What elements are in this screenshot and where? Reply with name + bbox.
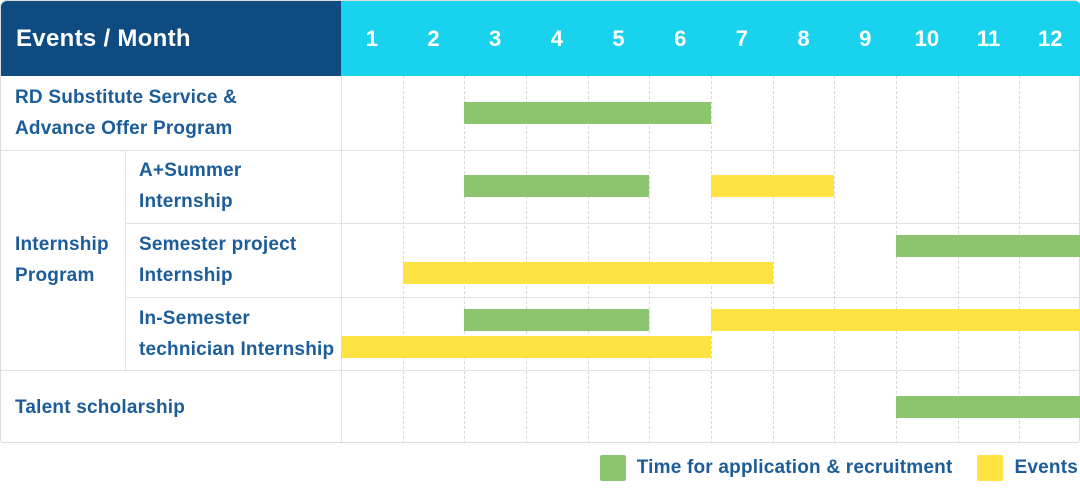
legend-label-application: Time for application & recruitment — [636, 457, 953, 478]
month-label-12: 12 — [1037, 25, 1063, 51]
month-gridline — [711, 76, 712, 444]
group-label-internship-program-text: Internship — [15, 233, 109, 255]
gantt-bar-semester-project-internship-application — [896, 235, 1080, 258]
gantt-bar-in-semester-technician-internship-events — [341, 335, 711, 358]
row-label-in-semester-technician-internship-text: technician Internship — [139, 338, 335, 360]
month-label-10: 10 — [914, 25, 940, 51]
month-label-5: 5 — [612, 25, 625, 51]
month-label-11: 11 — [976, 25, 1001, 51]
month-label-3: 3 — [489, 25, 502, 51]
row-label-talent-scholarship: Talent scholarship — [1, 370, 341, 444]
row-label-rd-substitute-service: RD Substitute Service & Advance Offer Pro… — [1, 76, 341, 150]
row-label-semester-project-internship-text: Semester project — [139, 233, 297, 255]
row-separator — [125, 223, 1080, 225]
month-gridline — [896, 76, 897, 444]
month-gridline — [1019, 76, 1021, 444]
group-column-divider — [125, 149, 126, 371]
legend-swatch-events — [977, 455, 1004, 481]
month-gridline — [649, 76, 651, 444]
month-gridline — [772, 76, 774, 444]
row-separator — [1, 149, 1080, 151]
row-label-in-semester-technician-internship-text: In-Semester — [139, 307, 250, 329]
gantt-bar-semester-project-internship-events — [402, 262, 773, 285]
row-label-rd-substitute-service-text: RD Substitute Service & — [15, 86, 238, 108]
schedule-table: Events / Month 1 2 3 4 5 6 7 8 9 10 11 12 RD Substi… — [0, 0, 1080, 444]
month-gridline — [402, 76, 404, 444]
month-gridline — [587, 76, 589, 444]
row-label-a-plus-summer-internship: A+Summer Internship — [125, 150, 341, 224]
row-label-in-semester-technician-internship: In-Semester technician Internship — [125, 297, 341, 371]
month-gridline — [957, 76, 959, 444]
gantt-bar-a-plus-summer-internship-events — [711, 175, 835, 198]
events-month-header-cell: Events / Month — [1, 1, 341, 76]
month-label-6: 6 — [674, 25, 687, 51]
month-header-row: 1 2 3 4 5 6 7 8 9 10 11 12 — [341, 1, 1080, 76]
row-label-talent-scholarship-text: Talent scholarship — [15, 396, 186, 418]
row-label-a-plus-summer-internship-text: Internship — [139, 191, 233, 213]
gantt-bar-rd-substitute-service-application — [464, 101, 711, 124]
month-label-2: 2 — [427, 25, 440, 51]
month-label-7: 7 — [735, 25, 748, 51]
month-gridline — [464, 76, 466, 444]
label-column-divider — [341, 76, 342, 444]
row-separator — [125, 296, 1080, 298]
gantt-bar-in-semester-technician-internship-events — [711, 308, 1080, 331]
events-month-header-label: Events / Month — [16, 24, 191, 52]
group-label-internship-program: Internship Program — [1, 150, 125, 371]
month-label-8: 8 — [797, 25, 810, 51]
legend-label-events: Events — [1014, 457, 1078, 478]
month-gridline — [526, 76, 527, 444]
row-separator — [1, 370, 1080, 372]
gantt-bar-in-semester-technician-internship-application — [464, 308, 650, 331]
row-label-a-plus-summer-internship-text: A+Summer — [139, 160, 242, 182]
gantt-bar-talent-scholarship-application — [896, 396, 1080, 419]
month-label-1: 1 — [365, 25, 378, 51]
month-gridline — [834, 76, 836, 444]
month-label-9: 9 — [859, 25, 872, 51]
row-label-semester-project-internship: Semester project Internship — [125, 223, 341, 297]
group-label-internship-program-text: Program — [15, 264, 95, 286]
row-label-semester-project-internship-text: Internship — [139, 264, 233, 286]
gantt-bar-a-plus-summer-internship-application — [464, 175, 650, 198]
legend: Time for application & recruitment Events — [599, 451, 1078, 485]
month-label-4: 4 — [550, 25, 563, 51]
row-label-rd-substitute-service-text: Advance Offer Program — [15, 117, 233, 139]
legend-swatch-application — [599, 455, 626, 481]
